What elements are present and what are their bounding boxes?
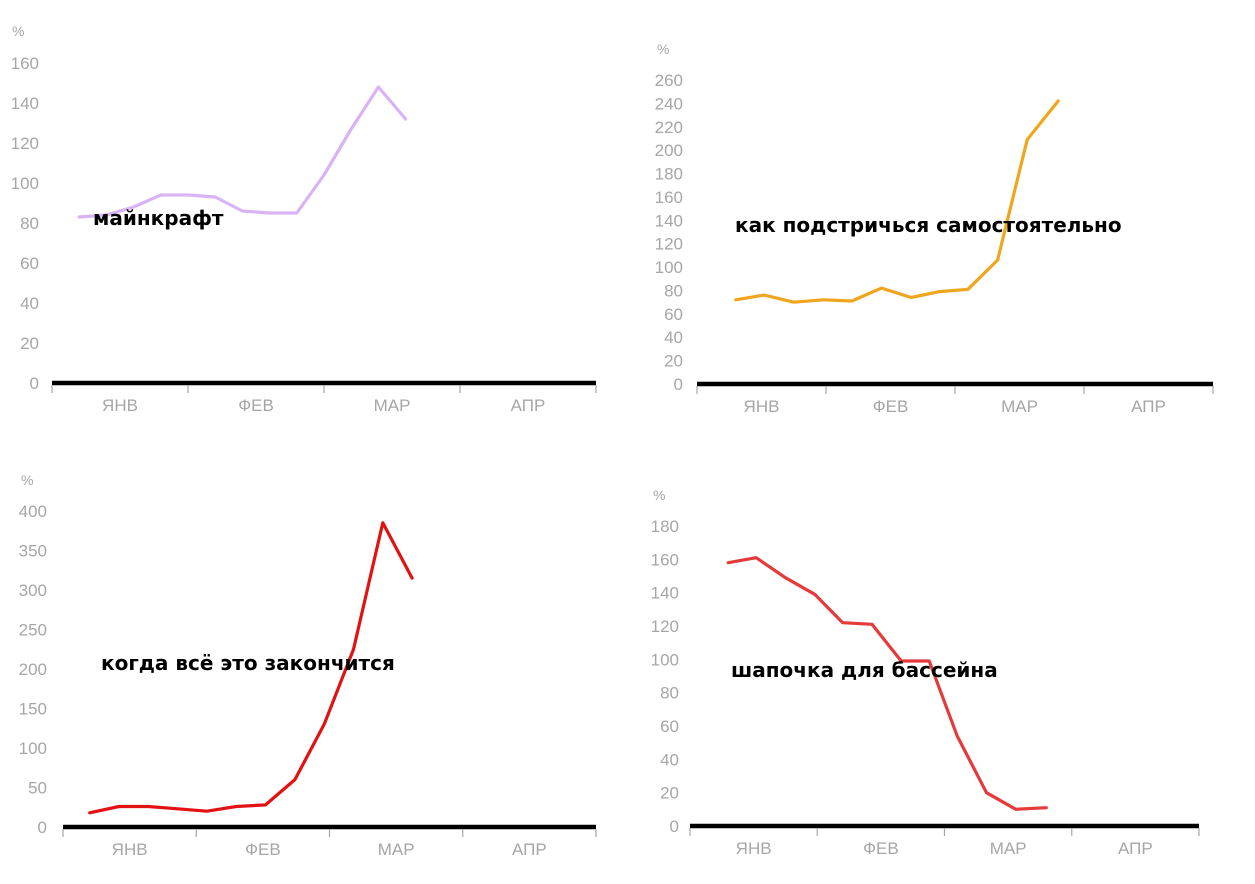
y-tick-label: 200 bbox=[19, 660, 47, 679]
y-tick-label: 20 bbox=[20, 334, 39, 353]
y-tick-label: 0 bbox=[674, 375, 683, 394]
y-tick-label: 40 bbox=[20, 294, 39, 313]
y-tick-label: 400 bbox=[19, 502, 47, 521]
y-tick-label: 100 bbox=[19, 739, 47, 758]
x-category-label: МАР bbox=[374, 396, 411, 415]
y-tick-label: 80 bbox=[660, 684, 679, 703]
x-category-label: ЯНВ bbox=[112, 840, 148, 859]
chart-panel-haircut: % 0 20 40 60 80 100 120 140 160 180 200 220 240 260 ЯНВ… bbox=[655, 41, 1214, 416]
y-tick-label: 60 bbox=[660, 717, 679, 736]
y-unit-label: % bbox=[12, 23, 24, 39]
y-tick-label: 200 bbox=[655, 141, 683, 160]
y-tick-label: 160 bbox=[11, 54, 39, 73]
series-line-0 bbox=[726, 556, 1048, 811]
x-category-label: ФЕВ bbox=[238, 396, 274, 415]
x-category-label: ФЕВ bbox=[245, 840, 281, 859]
x-category-label: АПР bbox=[511, 396, 546, 415]
series-line-0 bbox=[734, 99, 1060, 304]
x-category-label: АПР bbox=[1118, 839, 1153, 858]
x-category-label: ЯНВ bbox=[102, 396, 138, 415]
y-tick-label: 140 bbox=[655, 211, 683, 230]
y-tick-label: 140 bbox=[651, 584, 679, 603]
chart-panel-minecraft: % 0 20 40 60 80 100 120 140 160 ЯНВ ФЕВ МАР АПР майнкр… bbox=[11, 23, 597, 415]
y-tick-label: 180 bbox=[655, 165, 683, 184]
y-tick-label: 220 bbox=[655, 118, 683, 137]
y-tick-label: 80 bbox=[20, 214, 39, 233]
chart-title: когда всё это закончится bbox=[101, 651, 395, 675]
chart-title: майнкрафт bbox=[93, 206, 224, 230]
y-tick-label: 60 bbox=[20, 254, 39, 273]
series-line-0 bbox=[77, 85, 408, 219]
y-tick-label: 80 bbox=[664, 281, 683, 300]
x-category-label: ЯНВ bbox=[736, 839, 772, 858]
y-tick-label: 300 bbox=[19, 581, 47, 600]
y-tick-label: 160 bbox=[651, 550, 679, 569]
y-tick-label: 0 bbox=[38, 818, 47, 837]
y-tick-label: 120 bbox=[651, 617, 679, 636]
y-unit-label: % bbox=[653, 487, 665, 503]
y-tick-label: 60 bbox=[664, 305, 683, 324]
y-tick-label: 120 bbox=[11, 134, 39, 153]
y-tick-label: 20 bbox=[660, 784, 679, 803]
y-unit-label: % bbox=[21, 472, 33, 488]
chart-title: шапочка для бассейна bbox=[731, 658, 998, 682]
x-category-label: АПР bbox=[512, 840, 547, 859]
y-tick-label: 180 bbox=[651, 517, 679, 536]
chart-title: как подстричься самостоятельно bbox=[735, 213, 1122, 237]
chart-panel-swim-cap: % 0 20 40 60 80 100 120 140 160 180 ЯНВ ФЕВ МАР АПР шап… bbox=[651, 487, 1200, 858]
y-tick-label: 350 bbox=[19, 542, 47, 561]
y-tick-label: 240 bbox=[655, 94, 683, 113]
y-tick-label: 250 bbox=[19, 621, 47, 640]
y-tick-label: 140 bbox=[11, 94, 39, 113]
y-tick-label: 160 bbox=[655, 188, 683, 207]
x-category-label: ФЕВ bbox=[863, 839, 899, 858]
y-tick-label: 40 bbox=[660, 750, 679, 769]
y-tick-label: 0 bbox=[670, 817, 679, 836]
y-tick-label: 260 bbox=[655, 71, 683, 90]
y-unit-label: % bbox=[657, 41, 669, 57]
series-line-0 bbox=[88, 521, 414, 815]
y-tick-label: 100 bbox=[655, 258, 683, 277]
y-tick-label: 20 bbox=[664, 352, 683, 371]
chart-panel-when-ends: % 0 50 100 150 200 250 300 350 400 ЯНВ ФЕВ МАР АПР ког… bbox=[19, 472, 597, 859]
y-tick-label: 40 bbox=[664, 328, 683, 347]
x-category-label: МАР bbox=[990, 839, 1027, 858]
x-category-label: АПР bbox=[1131, 397, 1166, 416]
x-category-label: МАР bbox=[1001, 397, 1038, 416]
x-category-label: ФЕВ bbox=[873, 397, 909, 416]
x-category-label: МАР bbox=[378, 840, 415, 859]
y-tick-label: 50 bbox=[28, 779, 47, 798]
y-tick-label: 100 bbox=[11, 174, 39, 193]
y-tick-label: 100 bbox=[651, 650, 679, 669]
y-tick-label: 120 bbox=[655, 235, 683, 254]
y-tick-label: 150 bbox=[19, 700, 47, 719]
y-tick-label: 0 bbox=[30, 374, 39, 393]
x-category-label: ЯНВ bbox=[744, 397, 780, 416]
